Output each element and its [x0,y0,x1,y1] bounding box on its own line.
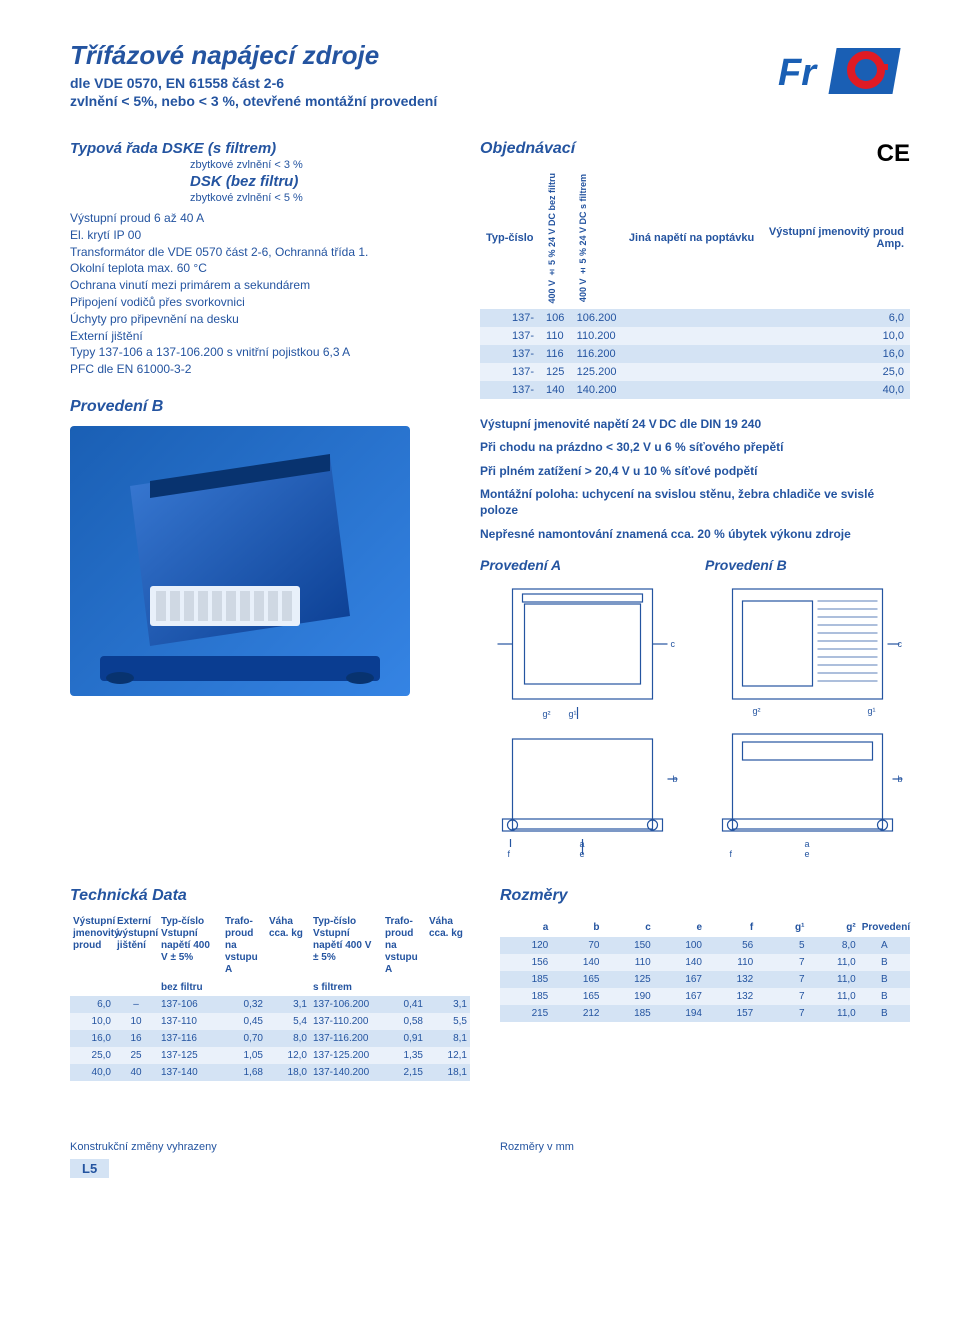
table-row: 6,0–137-1060,323,1137-106.2000,413,1 [70,996,470,1013]
page-tab: L5 [70,1159,109,1178]
table-row: 25,025137-1251,0512,0137-125.2001,3512,1 [70,1047,470,1064]
th: Externí výstupní jištění [114,913,158,979]
spec-line: PFC dle EN 61000-3-2 [70,361,450,378]
page-title: Třífázové napájecí zdroje [70,40,770,71]
dims-title: Rozměry [500,887,910,905]
svg-text:f: f [730,849,733,859]
spec-line: Okolní teplota max. 60 °C [70,260,450,277]
th: c [603,919,654,937]
table-row: 185165125167132711,0B [500,971,910,988]
dims-table: abcefg¹g²Provedení 120701501005658,0A156… [500,913,910,1022]
table-row: 40,040137-1401,6818,0137-140.2002,1518,1 [70,1064,470,1081]
spec-line: Typy 137-106 a 137-106.200 s vnitřní poj… [70,344,450,361]
table-row: 215212185194157711,0B [500,1005,910,1022]
svg-text:e: e [805,849,810,859]
table-row: 120701501005658,0A [500,937,910,954]
svg-text:e: e [580,849,585,859]
table-row: 16,016137-1160,708,0137-116.2000,918,1 [70,1030,470,1047]
subtitle-2: zvlnění < 5%, nebo < 3 %, otevřené montá… [70,93,770,109]
svg-text:b: b [673,774,678,784]
series-sub-1: zbytkové zvlnění < 3 % [190,159,450,171]
series-title-1: Typová řada DSKE (s filtrem) [70,140,450,157]
svg-text:a: a [805,839,810,849]
diagram-b: c g¹ g² f e a b [705,579,910,859]
th: Trafo-proud na vstupu A [382,913,426,979]
subhead-s: s filtrem [310,979,382,996]
diagram-b-title: Provedení B [705,557,910,573]
series-title-2: DSK (bez filtru) [190,173,450,190]
th-v1: 400 V ± 5 % 24 V DC bez filtru [540,168,571,309]
ordering-title: Objednávací [480,140,910,158]
table-row: 137-125125.20025,0 [480,363,910,381]
th: g¹ [756,919,807,937]
spec-line: Připojení vodičů přes svorkovnici [70,294,450,311]
th: b [551,919,602,937]
technical-table: Výstupní jmenovitý proud Externí výstupn… [70,913,470,1081]
table-row: 137-106106.2006,0 [480,309,910,327]
svg-text:Fr: Fr [778,52,818,94]
svg-text:a: a [580,839,585,849]
ordering-table: Typ-číslo 400 V ± 5 % 24 V DC bez filtru… [480,168,910,399]
th: e [654,919,705,937]
svg-text:g¹: g¹ [868,706,876,716]
th: Váha cca. kg [426,913,470,979]
note-line: Při plném zatížení > 20,4 V u 10 % síťov… [480,464,910,480]
subtitle-1: dle VDE 0570, EN 61558 část 2-6 [70,75,770,91]
footer-right: Rozměry v mm [500,1141,910,1153]
ce-mark-icon: CE [877,140,910,168]
series-sub-2: zbytkové zvlnění < 5 % [190,192,450,204]
th-out: Výstupní jmenovitý proudAmp. [762,168,910,309]
th-jina: Jiná napětí na poptávku [623,168,762,309]
provedeni-b-label: Provedení B [70,398,450,416]
th-v2: 400 V ± 5 % 24 V DC s filtrem [571,168,623,309]
svg-text:f: f [508,849,511,859]
th: a [500,919,551,937]
spec-line: Výstupní proud 6 až 40 A [70,210,450,227]
company-logo: Fr [770,40,910,110]
diagram-a-title: Provedení A [480,557,685,573]
th: Výstupní jmenovitý proud [70,913,114,979]
spec-line: Ochrana vinutí mezi primárem a sekundáre… [70,277,450,294]
th-typ: Typ-číslo [480,168,540,309]
svg-text:g²: g² [753,706,761,716]
svg-text:c: c [898,639,903,649]
diagram-a: c g¹ g² f e a b [480,579,685,859]
th: Provedení [859,919,910,937]
subhead-bez: bez filtru [158,979,222,996]
svg-text:c: c [671,639,676,649]
note-line: Výstupní jmenovité napětí 24 V DC dle DI… [480,417,910,433]
note-line: Při chodu na prázdno < 30,2 V u 6 % síťo… [480,440,910,456]
spec-line: Úchyty pro připevnění na desku [70,311,450,328]
table-row: 137-110110.20010,0 [480,327,910,345]
th: g² [808,919,859,937]
table-row: 137-116116.20016,0 [480,345,910,363]
svg-text:g²: g² [543,709,551,719]
table-row: 10,010137-1100,455,4137-110.2000,585,5 [70,1013,470,1030]
footer-left: Konstrukční změny vyhrazeny [70,1141,470,1153]
svg-text:g¹: g¹ [569,709,577,719]
svg-text:b: b [898,774,903,784]
th: Typ-číslo Vstupní napětí 400 V ± 5% [158,913,222,979]
th: Váha cca. kg [266,913,310,979]
technical-title: Technická Data [70,887,470,905]
spec-line: Externí jištění [70,328,450,345]
note-line: Montážní poloha: uchycení na svislou stě… [480,487,910,518]
product-photo [70,426,410,696]
table-row: 156140110140110711,0B [500,954,910,971]
table-row: 137-140140.20040,0 [480,381,910,399]
note-line: Nepřesné namontování znamená cca. 20 % ú… [480,527,910,543]
th: Typ-číslo Vstupní napětí 400 V ± 5% [310,913,382,979]
notes-block: Výstupní jmenovité napětí 24 V DC dle DI… [480,417,910,543]
spec-line: Transformátor dle VDE 0570 část 2-6, Och… [70,244,450,261]
table-row: 185165190167132711,0B [500,988,910,1005]
th: Trafo-proud na vstupu A [222,913,266,979]
th: f [705,919,756,937]
spec-line: El. krytí IP 00 [70,227,450,244]
